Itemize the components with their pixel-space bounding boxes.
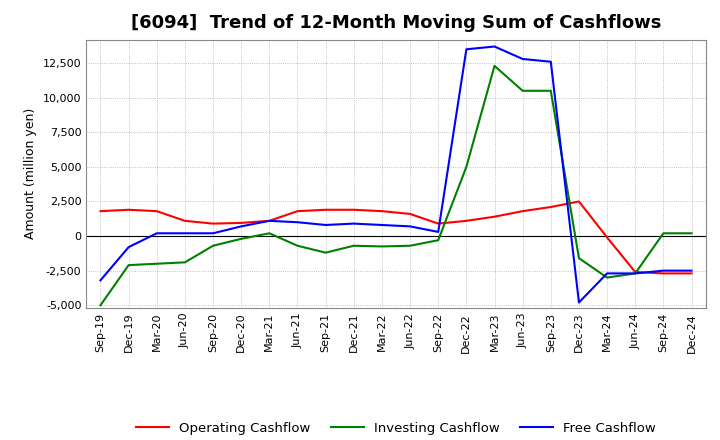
Free Cashflow bbox=[490, 44, 499, 49]
Operating Cashflow bbox=[546, 204, 555, 209]
Operating Cashflow bbox=[237, 220, 246, 226]
Free Cashflow bbox=[209, 231, 217, 236]
Operating Cashflow bbox=[153, 209, 161, 214]
Investing Cashflow bbox=[209, 243, 217, 249]
Operating Cashflow bbox=[462, 218, 471, 224]
Free Cashflow bbox=[125, 245, 133, 250]
Investing Cashflow bbox=[631, 271, 639, 276]
Operating Cashflow bbox=[181, 218, 189, 224]
Operating Cashflow bbox=[209, 221, 217, 226]
Free Cashflow bbox=[462, 47, 471, 52]
Investing Cashflow bbox=[434, 238, 443, 243]
Investing Cashflow bbox=[293, 243, 302, 249]
Operating Cashflow bbox=[575, 199, 583, 204]
Operating Cashflow bbox=[96, 209, 105, 214]
Y-axis label: Amount (million yen): Amount (million yen) bbox=[24, 108, 37, 239]
Free Cashflow bbox=[575, 300, 583, 305]
Operating Cashflow bbox=[490, 214, 499, 219]
Operating Cashflow bbox=[377, 209, 386, 214]
Free Cashflow bbox=[603, 271, 611, 276]
Line: Investing Cashflow: Investing Cashflow bbox=[101, 66, 691, 305]
Operating Cashflow bbox=[293, 209, 302, 214]
Operating Cashflow bbox=[659, 271, 667, 276]
Operating Cashflow bbox=[265, 218, 274, 224]
Investing Cashflow bbox=[349, 243, 358, 249]
Title: [6094]  Trend of 12-Month Moving Sum of Cashflows: [6094] Trend of 12-Month Moving Sum of C… bbox=[131, 15, 661, 33]
Investing Cashflow bbox=[462, 164, 471, 169]
Investing Cashflow bbox=[406, 243, 415, 249]
Free Cashflow bbox=[349, 221, 358, 226]
Free Cashflow bbox=[321, 222, 330, 227]
Investing Cashflow bbox=[659, 231, 667, 236]
Free Cashflow bbox=[377, 222, 386, 227]
Free Cashflow bbox=[687, 268, 696, 273]
Investing Cashflow bbox=[321, 250, 330, 255]
Investing Cashflow bbox=[546, 88, 555, 93]
Investing Cashflow bbox=[687, 231, 696, 236]
Operating Cashflow bbox=[349, 207, 358, 213]
Free Cashflow bbox=[659, 268, 667, 273]
Free Cashflow bbox=[546, 59, 555, 64]
Investing Cashflow bbox=[181, 260, 189, 265]
Investing Cashflow bbox=[125, 263, 133, 268]
Investing Cashflow bbox=[518, 88, 527, 93]
Operating Cashflow bbox=[631, 269, 639, 275]
Operating Cashflow bbox=[687, 271, 696, 276]
Investing Cashflow bbox=[377, 244, 386, 249]
Operating Cashflow bbox=[518, 209, 527, 214]
Free Cashflow bbox=[631, 271, 639, 276]
Free Cashflow bbox=[518, 56, 527, 62]
Free Cashflow bbox=[406, 224, 415, 229]
Operating Cashflow bbox=[434, 221, 443, 226]
Investing Cashflow bbox=[237, 236, 246, 242]
Operating Cashflow bbox=[406, 211, 415, 216]
Free Cashflow bbox=[265, 218, 274, 224]
Free Cashflow bbox=[96, 278, 105, 283]
Free Cashflow bbox=[153, 231, 161, 236]
Free Cashflow bbox=[237, 224, 246, 229]
Investing Cashflow bbox=[265, 231, 274, 236]
Line: Operating Cashflow: Operating Cashflow bbox=[101, 202, 691, 273]
Investing Cashflow bbox=[153, 261, 161, 266]
Investing Cashflow bbox=[603, 275, 611, 280]
Line: Free Cashflow: Free Cashflow bbox=[101, 47, 691, 302]
Operating Cashflow bbox=[321, 207, 330, 213]
Legend: Operating Cashflow, Investing Cashflow, Free Cashflow: Operating Cashflow, Investing Cashflow, … bbox=[131, 417, 661, 440]
Investing Cashflow bbox=[575, 256, 583, 261]
Free Cashflow bbox=[434, 229, 443, 235]
Operating Cashflow bbox=[125, 207, 133, 213]
Free Cashflow bbox=[181, 231, 189, 236]
Investing Cashflow bbox=[490, 63, 499, 69]
Investing Cashflow bbox=[96, 303, 105, 308]
Operating Cashflow bbox=[603, 235, 611, 240]
Free Cashflow bbox=[293, 220, 302, 225]
